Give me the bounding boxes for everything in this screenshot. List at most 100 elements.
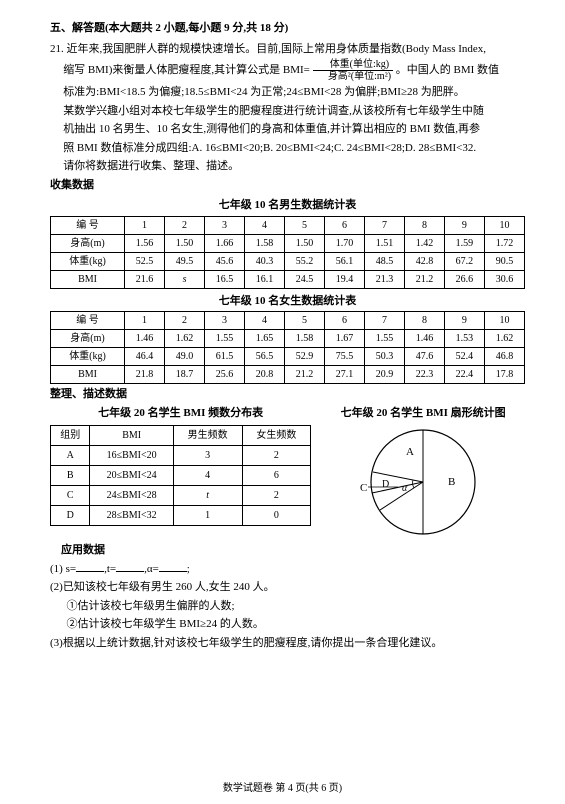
q21-line1: 21. 近年来,我国肥胖人群的规模快速增长。目前,国际上常用身体质量指数(Bod… xyxy=(50,41,525,58)
q21-l2post: 。中国人的 BMI 数值 xyxy=(396,64,499,76)
apply-q2b: ②估计该校七年级学生 BMI≥24 的人数。 xyxy=(50,616,525,633)
apply-q3: (3)根据以上统计数据,针对该校七年级学生的肥瘦程度,请你提出一条合理化建议。 xyxy=(50,635,525,652)
q1-post: ; xyxy=(187,563,190,575)
q21-line6: 照 BMI 数值标准分成四组:A. 16≤BMI<20;B. 20≤BMI<24… xyxy=(50,140,525,157)
cell: 50.3 xyxy=(364,348,404,366)
cell: 1.53 xyxy=(444,330,484,348)
cell: 17.8 xyxy=(484,366,524,384)
table-row: 组别 BMI 男生频数 女生频数 xyxy=(51,426,311,446)
cell: 21.6 xyxy=(125,270,165,288)
cell: 28≤BMI<32 xyxy=(90,506,173,526)
table-row: D 28≤BMI<32 1 0 xyxy=(51,506,311,526)
q21-line7: 请你将数据进行收集、整理、描述。 xyxy=(50,158,525,175)
cell: 4 xyxy=(245,312,285,330)
cell: 24≤BMI<28 xyxy=(90,486,173,506)
cell: 52.9 xyxy=(285,348,325,366)
pie-title: 七年级 20 名学生 BMI 扇形统计图 xyxy=(321,405,525,422)
q1-m2: ,α= xyxy=(144,563,159,575)
row-label: 编 号 xyxy=(51,312,125,330)
cell: 5 xyxy=(285,216,325,234)
cell: 4 xyxy=(245,216,285,234)
row-label: 体重(kg) xyxy=(51,348,125,366)
cell: 2 xyxy=(165,312,205,330)
pie-label-a: A xyxy=(406,446,414,458)
pie-label-alpha: α xyxy=(402,483,408,494)
cell: 10 xyxy=(484,216,524,234)
cell: 56.5 xyxy=(245,348,285,366)
cell: 22.4 xyxy=(444,366,484,384)
cell: 46.8 xyxy=(484,348,524,366)
cell: 1.66 xyxy=(205,234,245,252)
cell: 7 xyxy=(364,312,404,330)
cell: 1.58 xyxy=(245,234,285,252)
cell: 3 xyxy=(205,216,245,234)
frac-num: 体重(单位:kg) xyxy=(313,59,393,71)
cell: 6 xyxy=(324,312,364,330)
cell: 21.2 xyxy=(285,366,325,384)
pie-chart: A B C D α xyxy=(358,425,488,540)
cell: 52.5 xyxy=(125,252,165,270)
row-label: 身高(m) xyxy=(51,234,125,252)
q21-line3: 标准为:BMI<18.5 为偏瘦;18.5≤BMI<24 为正常;24≤BMI<… xyxy=(50,84,525,101)
cell: C xyxy=(51,486,90,506)
cell: 20.8 xyxy=(245,366,285,384)
row-label: BMI xyxy=(51,366,125,384)
row-label: 身高(m) xyxy=(51,330,125,348)
q21-line4: 某数学兴趣小组对本校七年级学生的肥瘦程度进行统计调查,从该校所有七年级学生中随 xyxy=(50,103,525,120)
cell: 55.2 xyxy=(285,252,325,270)
cell: 16.5 xyxy=(205,270,245,288)
cell: 1.67 xyxy=(324,330,364,348)
cell: 42.8 xyxy=(404,252,444,270)
col-header: 男生频数 xyxy=(173,426,242,446)
cell: 16≤BMI<20 xyxy=(90,446,173,466)
blank-t xyxy=(116,561,144,572)
cell: 20≤BMI<24 xyxy=(90,466,173,486)
blank-alpha xyxy=(159,561,187,572)
section-title: 五、解答题(本大题共 2 小题,每小题 9 分,共 18 分) xyxy=(50,20,525,37)
q21-line2: 缩写 BMI)来衡量人体肥瘦程度,其计算公式是 BMI= 体重(单位:kg) 身… xyxy=(50,59,525,82)
cell: D xyxy=(51,506,90,526)
boys-table: 编 号 1 2 3 4 5 6 7 8 9 10 身高(m) 1.56 1.50… xyxy=(50,216,525,289)
dist-table-title: 七年级 20 名学生 BMI 频数分布表 xyxy=(50,405,311,422)
cell: 47.6 xyxy=(404,348,444,366)
girls-table: 编 号 1 2 3 4 5 6 7 8 9 10 身高(m) 1.46 1.62… xyxy=(50,311,525,384)
cell: 6 xyxy=(324,216,364,234)
cell: 6 xyxy=(242,466,311,486)
cell: 21.8 xyxy=(125,366,165,384)
cell: 10 xyxy=(484,312,524,330)
q21-line5: 机抽出 10 名男生、10 名女生,测得他们的身高和体重值,并计算出相应的 BM… xyxy=(50,121,525,138)
cell: 2 xyxy=(165,216,205,234)
table-row: 身高(m) 1.56 1.50 1.66 1.58 1.50 1.70 1.51… xyxy=(51,234,525,252)
cell: 1.59 xyxy=(444,234,484,252)
bmi-fraction: 体重(单位:kg) 身高²(单位:m²) xyxy=(313,59,393,82)
cell: 40.3 xyxy=(245,252,285,270)
cell: 1 xyxy=(173,506,242,526)
cell: 21.2 xyxy=(404,270,444,288)
cell: 1.58 xyxy=(285,330,325,348)
cell: 46.4 xyxy=(125,348,165,366)
q21-l2pre: 缩写 BMI)来衡量人体肥瘦程度,其计算公式是 BMI= xyxy=(63,64,310,76)
row-label: BMI xyxy=(51,270,125,288)
cell: 1.46 xyxy=(125,330,165,348)
cell: 90.5 xyxy=(484,252,524,270)
cell: 22.3 xyxy=(404,366,444,384)
cell: 1 xyxy=(125,216,165,234)
cell: 1.42 xyxy=(404,234,444,252)
cell: 3 xyxy=(205,312,245,330)
cell: 1.62 xyxy=(165,330,205,348)
table-row: 身高(m) 1.46 1.62 1.55 1.65 1.58 1.67 1.55… xyxy=(51,330,525,348)
cell: 9 xyxy=(444,216,484,234)
table-row: C 24≤BMI<28 t 2 xyxy=(51,486,311,506)
apply-questions: (1) s=,t=,α=; (2)已知该校七年级有男生 260 人,女生 240… xyxy=(50,561,525,652)
row-label: 编 号 xyxy=(51,216,125,234)
cell: 27.1 xyxy=(324,366,364,384)
cell: 19.4 xyxy=(324,270,364,288)
cell: 0 xyxy=(242,506,311,526)
cell: t xyxy=(173,486,242,506)
arrange-head: 整理、描述数据 xyxy=(50,386,525,403)
table-row: A 16≤BMI<20 3 2 xyxy=(51,446,311,466)
table-row: BMI 21.8 18.7 25.6 20.8 21.2 27.1 20.9 2… xyxy=(51,366,525,384)
table-row: 编 号 1 2 3 4 5 6 7 8 9 10 xyxy=(51,312,525,330)
col-header: 女生频数 xyxy=(242,426,311,446)
cell: 75.5 xyxy=(324,348,364,366)
